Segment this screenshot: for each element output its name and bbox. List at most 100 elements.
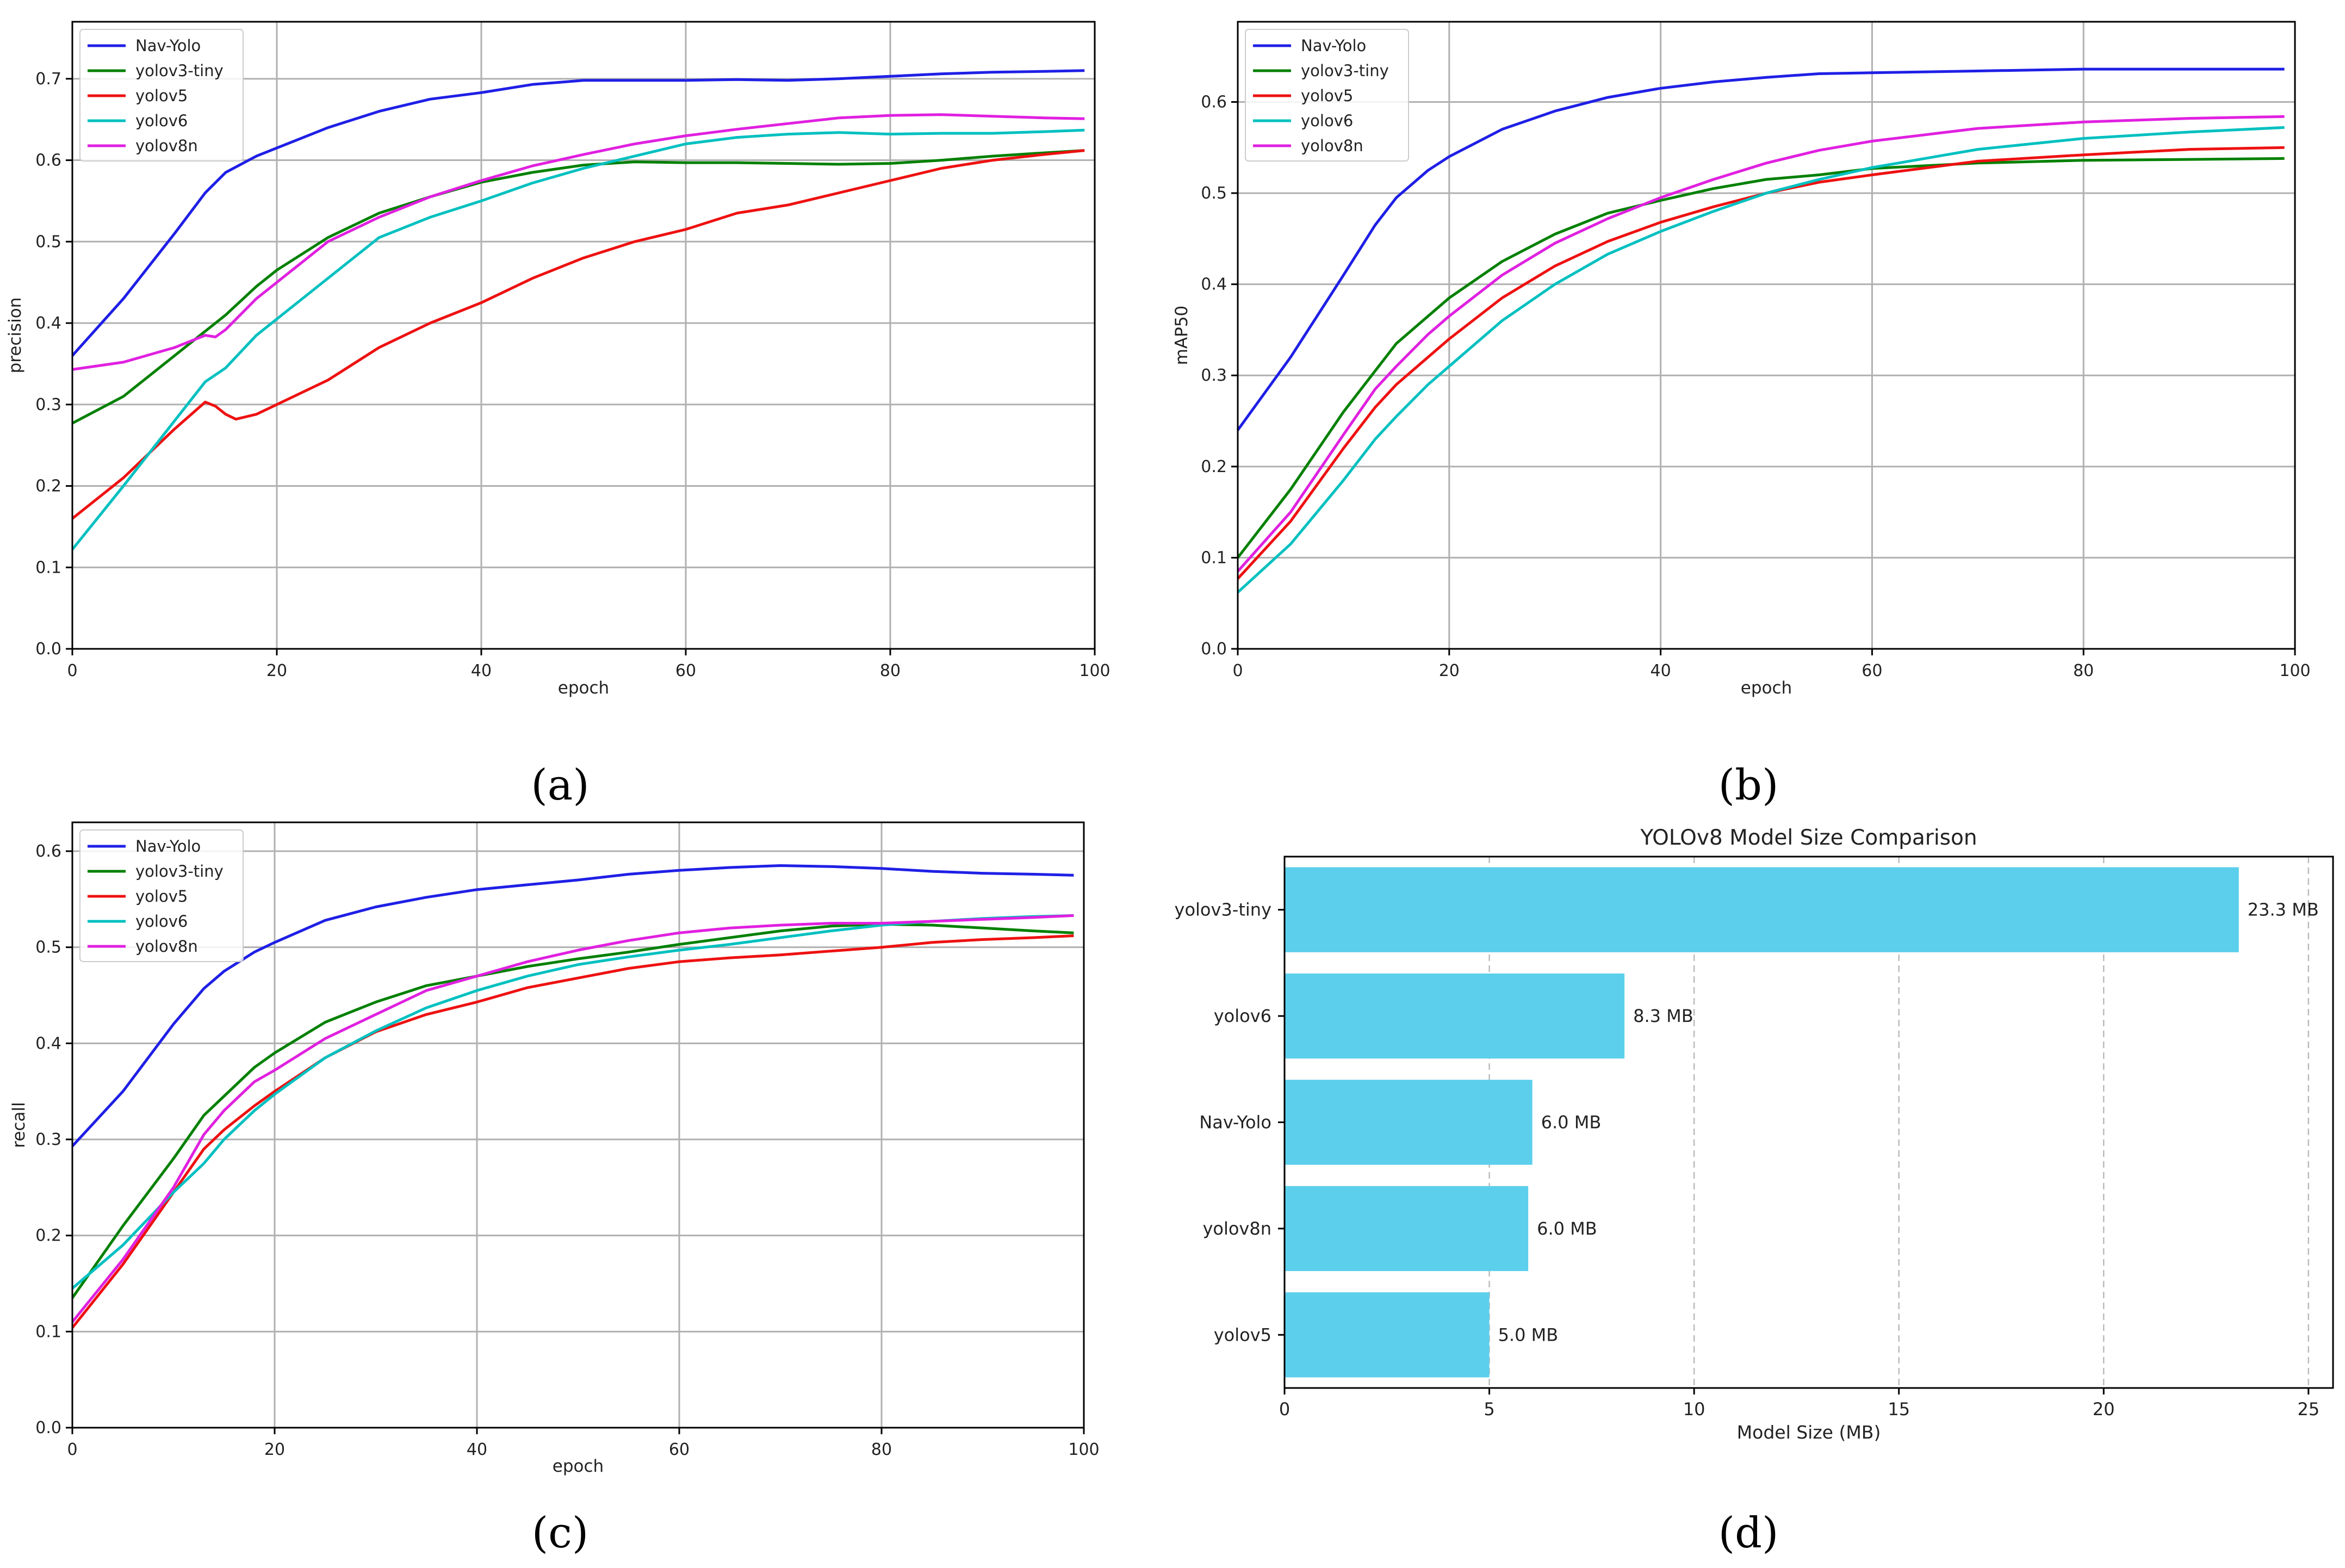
x-tick-label: 20 bbox=[264, 1440, 285, 1459]
legend-label-yolov8n: yolov8n bbox=[135, 937, 198, 956]
y-tick-label: 0.2 bbox=[35, 1226, 61, 1245]
series-line-yolov8n bbox=[72, 113, 1085, 371]
series-line-yolov8n bbox=[1237, 115, 2285, 573]
x-tick-label: 40 bbox=[1651, 661, 1671, 680]
category-label: yolov6 bbox=[1214, 1006, 1271, 1026]
legend-label-yolov6: yolov6 bbox=[135, 111, 188, 130]
category-label: yolov3-tiny bbox=[1175, 900, 1271, 920]
legend-label-yolov3-tiny: yolov3-tiny bbox=[1301, 61, 1389, 80]
series-line-yolov3-tiny bbox=[71, 149, 1085, 425]
y-axis-label: mAP50 bbox=[1172, 306, 1192, 365]
y-tick-label: 0.0 bbox=[35, 640, 61, 659]
x-tick-label: 20 bbox=[1439, 661, 1460, 680]
bar-yolov3-tiny bbox=[1285, 867, 2239, 952]
legend: Nav-Yolo yolov3-tiny yolov5 yolov6 yolov8n bbox=[79, 829, 244, 962]
x-tick-label: 80 bbox=[2073, 661, 2094, 680]
bar-yolov6 bbox=[1285, 973, 1625, 1059]
x-tick-label: 25 bbox=[2297, 1399, 2319, 1420]
x-tick-label: 0 bbox=[67, 1440, 77, 1459]
legend-label-yolov3-tiny: yolov3-tiny bbox=[135, 61, 224, 80]
x-tick-label: 0 bbox=[1232, 661, 1243, 680]
bar-value-label: 5.0 MB bbox=[1498, 1324, 1559, 1345]
plot-frame bbox=[71, 821, 1085, 1429]
panel-a-precision-chart: 0 20 40 60 80 100 0.0 0.1 0.2 0.3 0.4 0.5 0.6 0.7 epoc… bbox=[5, 21, 1111, 810]
y-tick-label: 0.3 bbox=[35, 395, 61, 414]
y-tick-label: 0.1 bbox=[35, 1322, 61, 1341]
legend-label-yolov6: yolov6 bbox=[135, 912, 188, 931]
plot-frame bbox=[1283, 856, 2334, 1389]
legend-label-yolov6: yolov6 bbox=[1301, 111, 1353, 130]
category-label: yolov8n bbox=[1202, 1218, 1271, 1239]
bar-value-label: 6.0 MB bbox=[1537, 1218, 1597, 1239]
plot-frame bbox=[71, 21, 1096, 650]
y-tick-label: 0.6 bbox=[35, 842, 61, 861]
series-line-yolov3-tiny bbox=[1237, 157, 2285, 559]
series-line-yolov8n bbox=[71, 914, 1074, 1323]
panel-c-recall-chart: 0 20 40 60 80 100 0.0 0.1 0.2 0.3 0.4 0.5 0.6 epoch re… bbox=[9, 821, 1100, 1558]
y-tick-label: 0.0 bbox=[1201, 640, 1227, 659]
x-tick-label: 40 bbox=[471, 661, 492, 680]
y-tick-label: 0.4 bbox=[1201, 275, 1227, 294]
x-tick-label: 60 bbox=[1862, 661, 1882, 680]
x-axis-label: epoch bbox=[1741, 678, 1792, 698]
legend-box bbox=[79, 829, 244, 962]
y-tick-label: 0.3 bbox=[1201, 366, 1227, 385]
legend-label-yolov5: yolov5 bbox=[135, 86, 188, 105]
x-tick-label: 20 bbox=[266, 661, 287, 680]
panel-b-map50-chart: 0 20 40 60 80 100 0.0 0.1 0.2 0.3 0.4 0.5 0.6 epoch mA… bbox=[1172, 21, 2311, 810]
legend-label-yolov5: yolov5 bbox=[1301, 86, 1353, 105]
y-tick-label: 0.2 bbox=[35, 477, 61, 496]
y-tick-label: 0.5 bbox=[35, 232, 61, 251]
y-tick-label: 0.0 bbox=[35, 1418, 61, 1437]
x-tick-label: 0 bbox=[67, 661, 77, 680]
y-tick-label: 0.1 bbox=[1201, 548, 1227, 567]
legend: Nav-Yolo yolov3-tiny yolov5 yolov6 yolov8n bbox=[1245, 29, 1409, 162]
series-line-yolov5 bbox=[71, 149, 1085, 520]
bar-nav-yolo bbox=[1285, 1080, 1533, 1165]
chart-title: YOLOv8 Model Size Comparison bbox=[1640, 826, 1977, 850]
series-line-yolov5 bbox=[1237, 146, 2285, 580]
series-line-nav-yolo bbox=[71, 69, 1085, 357]
series-line-nav-yolo bbox=[71, 864, 1074, 1148]
category-label: yolov5 bbox=[1214, 1324, 1271, 1345]
y-tick-label: 0.6 bbox=[35, 151, 61, 170]
x-tick-label: 100 bbox=[1079, 661, 1110, 680]
x-tick-label: 100 bbox=[2279, 661, 2310, 680]
legend-label-nav-yolo: Nav-Yolo bbox=[135, 837, 201, 856]
legend-label-yolov8n: yolov8n bbox=[1301, 137, 1363, 155]
panel-caption: (c) bbox=[532, 1509, 589, 1558]
x-axis-label: epoch bbox=[558, 678, 609, 698]
bar-value-label: 23.3 MB bbox=[2248, 900, 2319, 920]
series-line-yolov5 bbox=[71, 934, 1074, 1329]
y-tick-label: 0.2 bbox=[1201, 457, 1227, 476]
legend-box bbox=[1245, 29, 1409, 162]
panel-caption: (d) bbox=[1719, 1509, 1779, 1558]
legend-box bbox=[79, 29, 244, 162]
y-tick-label: 0.7 bbox=[35, 70, 61, 89]
y-axis-label: recall bbox=[9, 1102, 29, 1148]
x-tick-label: 60 bbox=[675, 661, 696, 680]
series-line-yolov6 bbox=[1237, 126, 2285, 593]
legend-label-yolov8n: yolov8n bbox=[135, 137, 198, 155]
x-tick-label: 5 bbox=[1484, 1399, 1494, 1420]
y-axis-label: precision bbox=[5, 298, 25, 374]
y-tick-label: 0.4 bbox=[35, 1034, 61, 1053]
panel-caption: (b) bbox=[1719, 761, 1779, 810]
bar-value-label: 8.3 MB bbox=[1633, 1006, 1693, 1026]
y-tick-label: 0.1 bbox=[35, 558, 61, 577]
bar-value-label: 6.0 MB bbox=[1541, 1112, 1602, 1133]
x-axis-label: Model Size (MB) bbox=[1737, 1422, 1881, 1443]
y-tick-label: 0.4 bbox=[35, 314, 61, 333]
x-tick-label: 80 bbox=[880, 661, 901, 680]
bar-yolov5 bbox=[1285, 1292, 1490, 1378]
x-tick-label: 0 bbox=[1279, 1399, 1290, 1420]
y-tick-label: 0.6 bbox=[1201, 92, 1227, 111]
x-tick-label: 100 bbox=[1068, 1440, 1099, 1459]
series-line-yolov6 bbox=[71, 128, 1085, 550]
x-tick-label: 20 bbox=[2093, 1399, 2115, 1420]
legend-label-nav-yolo: Nav-Yolo bbox=[1301, 36, 1366, 55]
panel-caption: (a) bbox=[531, 761, 589, 810]
y-tick-label: 0.5 bbox=[35, 938, 61, 957]
x-tick-label: 40 bbox=[467, 1440, 487, 1459]
